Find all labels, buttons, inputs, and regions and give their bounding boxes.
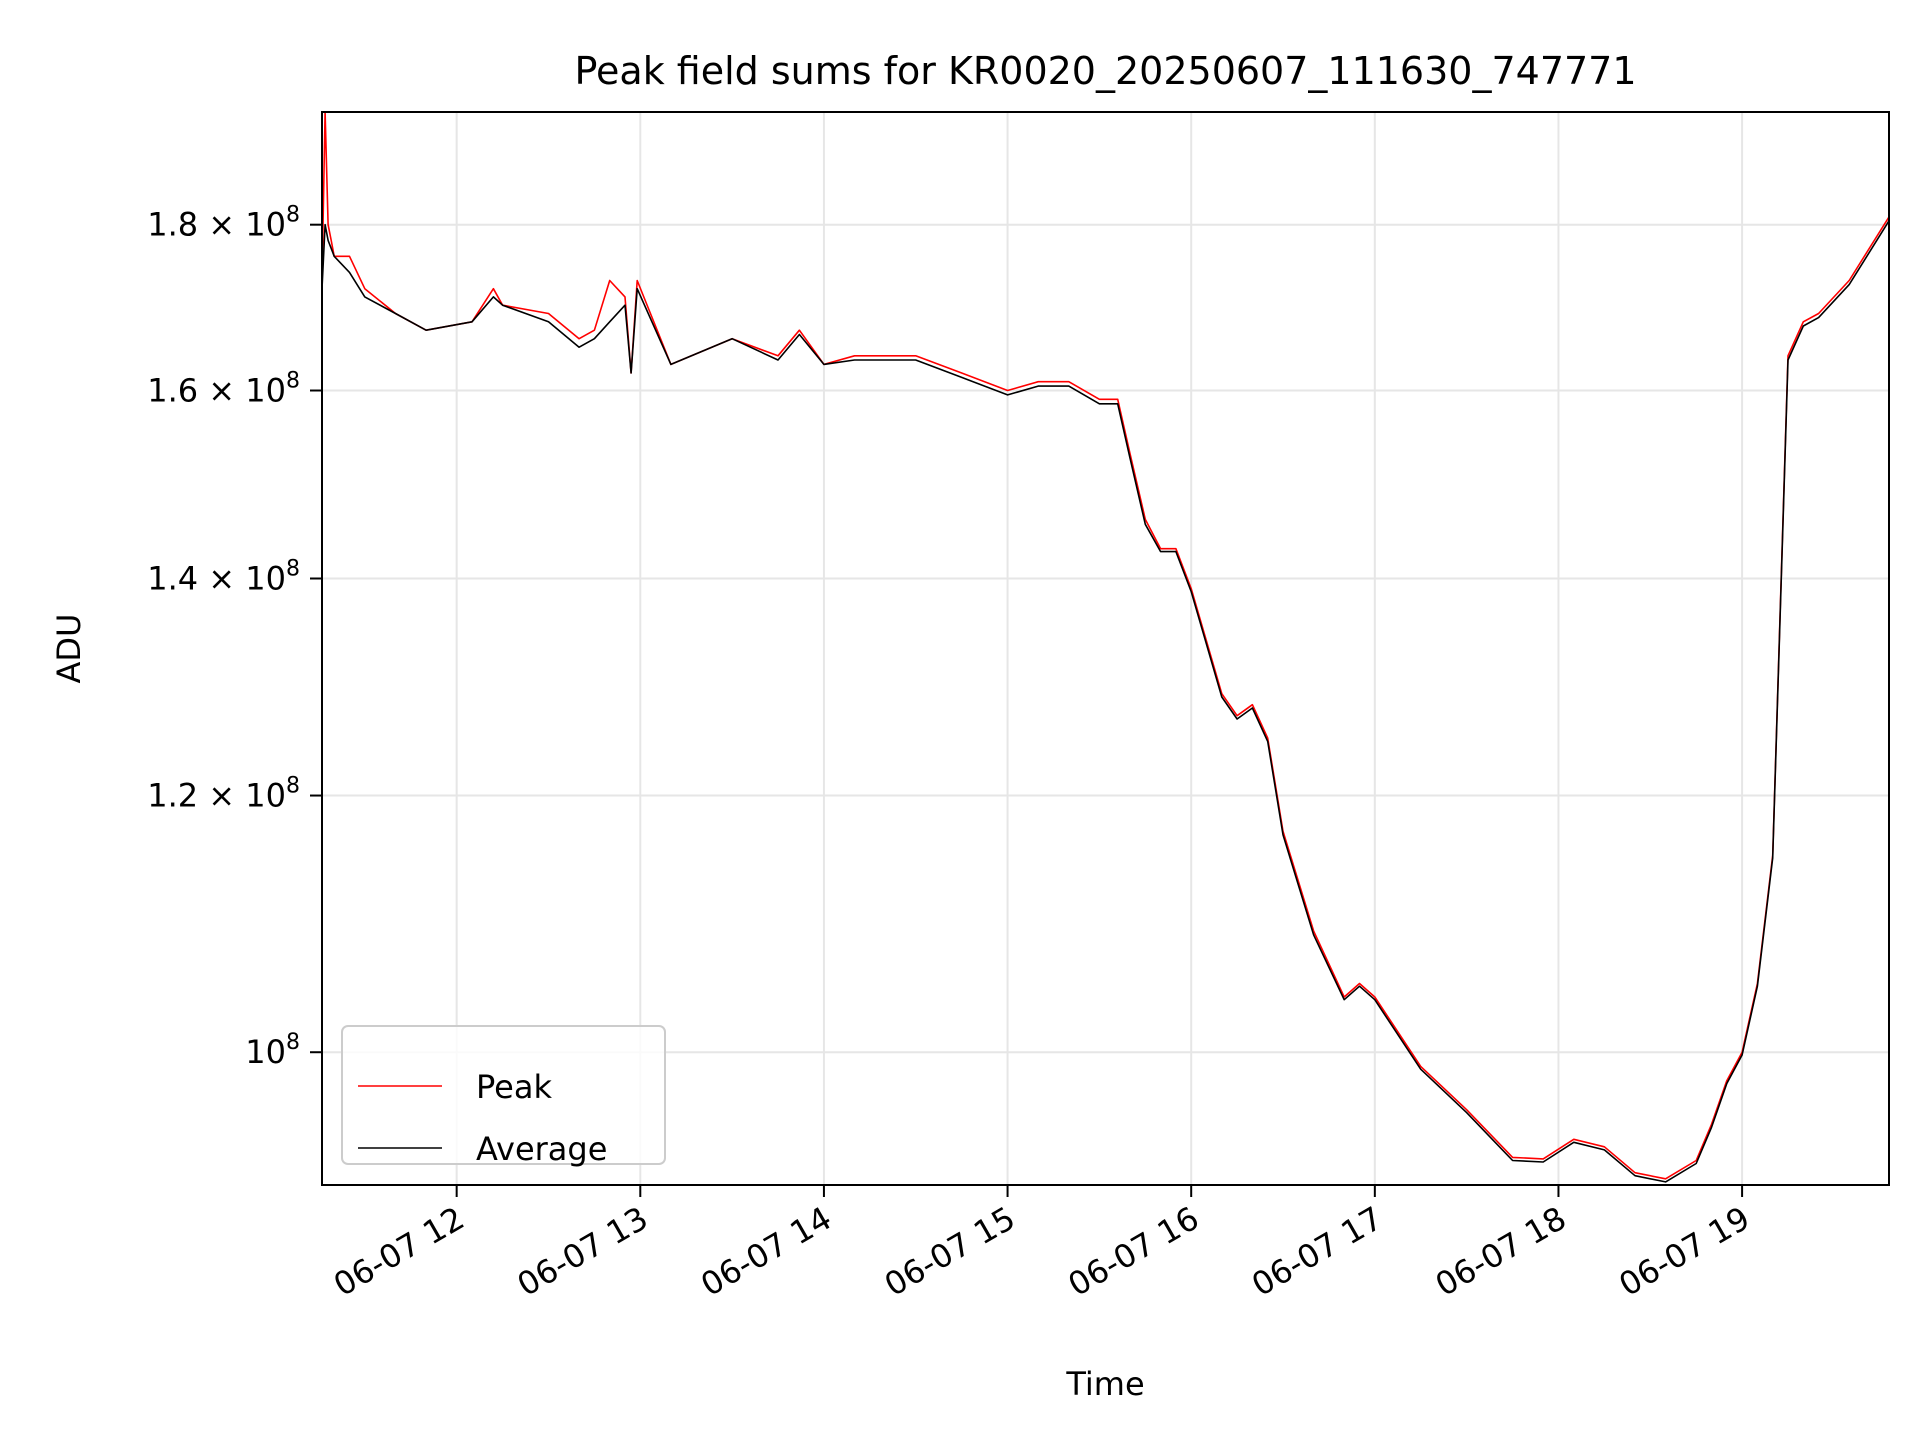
legend-label-peak: Peak bbox=[476, 1068, 552, 1106]
y-tick-exponent: 8 bbox=[286, 369, 300, 394]
y-tick-base: 1.8 × 10 bbox=[147, 206, 286, 244]
y-tick-base: 1.4 × 10 bbox=[147, 560, 286, 598]
y-tick-label: 1.8 × 108 bbox=[147, 203, 300, 244]
plot-frame bbox=[321, 111, 1890, 1186]
y-tick-exponent: 8 bbox=[286, 774, 300, 799]
series-line-peak bbox=[321, 111, 1890, 1180]
y-tick-exponent: 8 bbox=[286, 1030, 300, 1055]
y-tick-base: 10 bbox=[245, 1033, 286, 1071]
y-tick-label: 108 bbox=[245, 1030, 300, 1071]
y-tick-label: 1.6 × 108 bbox=[147, 369, 300, 410]
y-tick-exponent: 8 bbox=[286, 557, 300, 582]
y-tick-label: 1.2 × 108 bbox=[147, 774, 300, 815]
y-axis-label: ADU bbox=[50, 614, 88, 684]
chart-title: Peak field sums for KR0020_20250607_1116… bbox=[574, 49, 1636, 93]
series-line-average bbox=[321, 220, 1890, 1183]
y-tick-exponent: 8 bbox=[286, 203, 300, 228]
y-tick-base: 1.6 × 10 bbox=[147, 372, 286, 410]
y-tick-label: 1.4 × 108 bbox=[147, 557, 300, 598]
series-layer bbox=[321, 111, 1890, 1183]
y-tick-base: 1.2 × 10 bbox=[147, 777, 286, 815]
legend: Peak Average bbox=[341, 1025, 666, 1168]
legend-label-average: Average bbox=[476, 1130, 607, 1168]
x-axis-label: Time bbox=[1065, 1365, 1144, 1403]
legend-box bbox=[341, 1025, 666, 1165]
